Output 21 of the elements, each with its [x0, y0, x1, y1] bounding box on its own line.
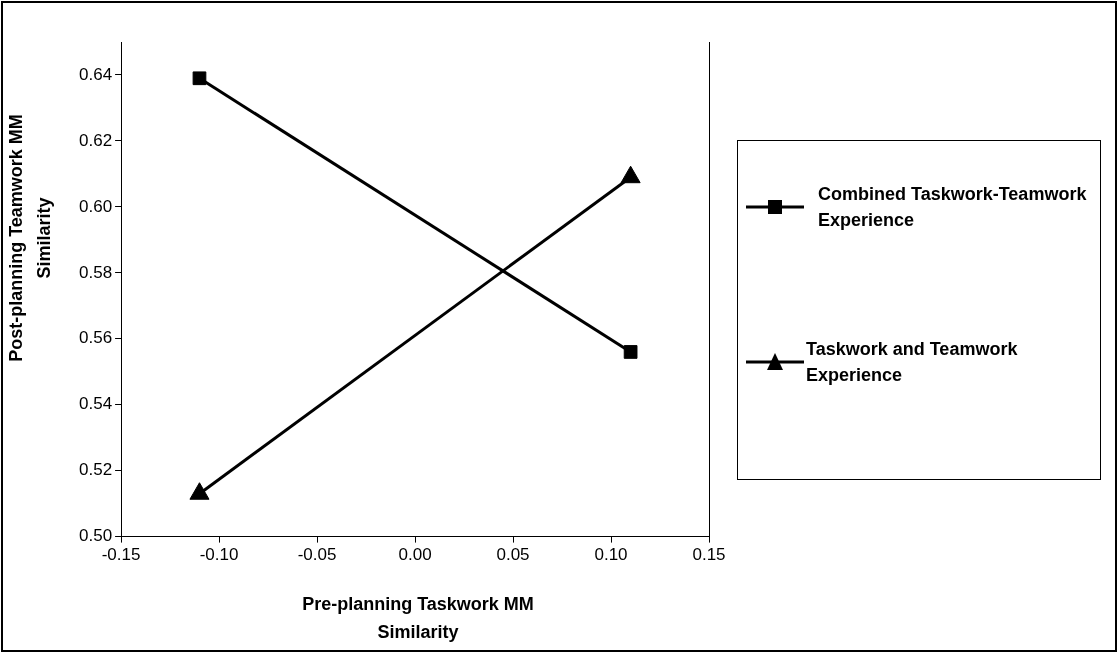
y-tick-label: 0.52: [78, 460, 113, 480]
point: [192, 71, 207, 86]
point: [623, 345, 638, 359]
legend-label: Taskwork and Teamwork Experience: [806, 338, 1019, 387]
y-tick-label: 0.54: [78, 394, 113, 414]
x-axis-title: Pre-planning Taskwork MM Similarity: [301, 593, 535, 644]
x-tick-label: 0.00: [398, 545, 432, 565]
y-tick-label: 0.62: [78, 130, 113, 150]
x-tick-label: 0.05: [496, 545, 530, 565]
legend-label: Combined Taskwork-Teamwork Experience: [817, 183, 1088, 232]
x-tick-label: 0.15: [692, 545, 726, 565]
x-tick-label: -0.05: [297, 545, 337, 565]
y-tick-label: 0.58: [78, 262, 113, 282]
y-tick-label: 0.56: [78, 328, 113, 348]
y-tick-label: 0.60: [78, 196, 113, 216]
y-axis-title: Post-planning Teamwork MM Similarity: [5, 113, 55, 364]
x-tick-label: 0.10: [594, 545, 628, 565]
x-tick-label: -0.15: [101, 545, 141, 565]
x-tick-label: -0.10: [199, 545, 239, 565]
y-tick-label: 0.64: [78, 64, 113, 84]
y-tick-label: 0.50: [78, 526, 113, 546]
